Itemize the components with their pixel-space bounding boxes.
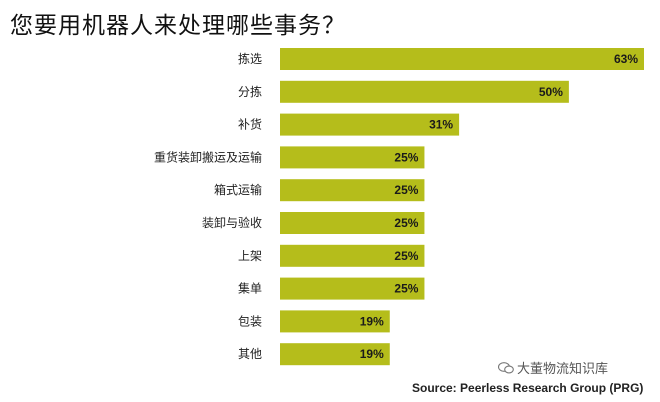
source-note: Source: Peerless Research Group (PRG) bbox=[412, 381, 644, 395]
value-label: 50% bbox=[539, 85, 563, 99]
bar bbox=[280, 212, 425, 234]
watermark: 大董物流知识库 bbox=[498, 358, 608, 377]
value-label: 25% bbox=[394, 183, 418, 197]
category-label: 上架 bbox=[238, 249, 262, 263]
category-label: 分拣 bbox=[238, 84, 262, 99]
category-label: 箱式运输 bbox=[214, 182, 262, 197]
bar bbox=[280, 310, 390, 333]
bar bbox=[280, 179, 425, 202]
value-label: 31% bbox=[429, 118, 453, 132]
bar bbox=[280, 113, 460, 136]
bar bbox=[280, 48, 644, 70]
chart-title: 您要用机器人来处理哪些事务？ bbox=[10, 13, 346, 39]
category-label: 拣选 bbox=[238, 51, 262, 66]
watermark-text: 大董物流知识库 bbox=[517, 362, 609, 377]
value-label: 19% bbox=[360, 314, 384, 328]
category-label: 装卸与验收 bbox=[202, 215, 262, 230]
value-label: 19% bbox=[360, 347, 384, 361]
value-label: 25% bbox=[394, 150, 418, 164]
bar bbox=[280, 80, 569, 103]
bar bbox=[280, 146, 425, 169]
wechat-icon bbox=[498, 362, 514, 374]
value-label: 25% bbox=[394, 249, 418, 263]
value-label: 25% bbox=[394, 282, 418, 296]
category-label: 重货装卸搬运及运输 bbox=[154, 149, 262, 164]
category-label: 其他 bbox=[238, 347, 262, 361]
bar bbox=[280, 277, 425, 300]
bar bbox=[280, 343, 390, 366]
value-label: 63% bbox=[614, 52, 638, 66]
bar bbox=[280, 244, 425, 267]
value-label: 25% bbox=[394, 216, 418, 230]
category-label: 集单 bbox=[238, 281, 262, 296]
category-label: 包装 bbox=[238, 314, 262, 328]
category-label: 补货 bbox=[238, 117, 262, 132]
